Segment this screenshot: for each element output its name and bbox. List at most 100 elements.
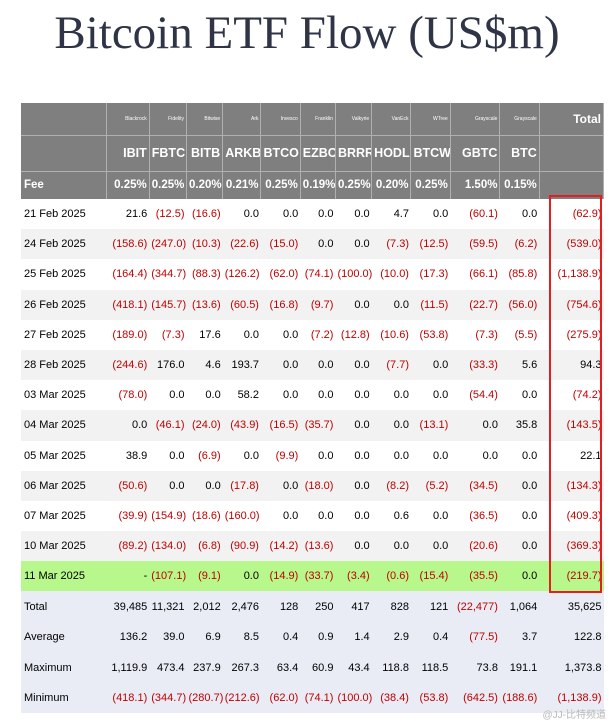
fee-value: 0.25%: [106, 170, 150, 199]
flow-value: (24.0): [186, 410, 223, 441]
flow-value: 0.0: [521, 449, 538, 462]
row-total: (62.9): [572, 208, 602, 221]
summary-value: 417: [335, 591, 372, 622]
issuer-name: Bitwise: [186, 103, 224, 135]
flow-value: (85.8): [508, 268, 538, 281]
flow-value: (22.7): [450, 289, 500, 320]
flow-value: (35.7): [300, 410, 336, 441]
flow-value: (33.3): [450, 349, 500, 381]
row-total: (275.9): [566, 328, 602, 341]
summary-value: 473.4: [149, 652, 187, 683]
summary-value: 118.5: [410, 652, 451, 683]
row-total: (539.0): [539, 229, 604, 260]
summary-value: 2,476: [222, 591, 261, 622]
issuer-name: Blackrock: [106, 103, 150, 135]
issuer-name: Ark: [222, 103, 262, 135]
ticker-symbol: FBTC: [149, 134, 188, 171]
flow-value: (12.8): [340, 328, 370, 341]
row-date: 24 Feb 2025: [21, 229, 107, 260]
flow-value: 0.0: [300, 229, 336, 260]
flow-value: 0.0: [450, 410, 500, 441]
table-row: 06 Mar 2025 (50.6) 0.0 0.0 (17.8) 0.0 (18.0) 0.…: [21, 470, 604, 501]
flow-value: (126.2): [224, 268, 260, 281]
flow-value: (46.1): [149, 410, 187, 441]
flow-value: 0.0: [260, 349, 301, 381]
flow-value: (14.9): [260, 561, 301, 592]
flow-value: (189.0): [112, 328, 148, 341]
row-total: (134.3): [539, 470, 604, 501]
flow-value: (9.1): [186, 561, 223, 592]
summary-value: 1,064: [499, 591, 540, 622]
flow-value: 0.0: [371, 531, 411, 562]
flow-value: (134.0): [149, 531, 187, 562]
flow-value: (12.5): [410, 229, 451, 260]
flow-value: 0.0: [410, 531, 451, 562]
flow-value: 0.0: [433, 449, 449, 462]
summary-total: 1,373.8: [539, 652, 604, 683]
table-row: 10 Mar 2025 (89.2) (134.0) (6.8) (90.9) (14.2…: [21, 531, 604, 562]
flow-value: (43.9): [222, 410, 261, 441]
etf-flow-table: Blackrock Fidelity Bitwise Ark Invesco Frankl…: [21, 103, 605, 714]
flow-value: 17.6: [199, 328, 221, 341]
summary-value: 39.0: [149, 621, 187, 653]
row-total: (1,138.9): [557, 268, 602, 281]
ticker-symbol: BTC: [499, 134, 540, 171]
flow-value: (5.2): [410, 470, 451, 501]
flow-value: (17.3): [419, 268, 449, 281]
row-date: 10 Mar 2025: [21, 531, 107, 562]
flow-value: (90.9): [222, 531, 261, 562]
flow-value: (9.7): [300, 289, 336, 320]
flow-value: (8.2): [371, 470, 411, 501]
summary-row: Total 39,485 11,321 2,012 2,476 128 250 417 828 1…: [21, 591, 604, 622]
flow-value: (16.6): [191, 208, 221, 221]
flow-value: 0.0: [433, 509, 449, 522]
flow-value: 4.7: [393, 208, 409, 221]
row-date: 04 Mar 2025: [21, 410, 107, 441]
flow-value: 0.0: [521, 509, 538, 522]
row-total: (219.7): [539, 561, 604, 592]
flow-value: 58.2: [237, 389, 259, 402]
table-row: 26 Feb 2025 (418.1) (145.7) (13.6) (60.5) (16…: [21, 289, 604, 320]
flow-value: 0.0: [499, 531, 540, 562]
flow-value: 0.0: [335, 349, 372, 381]
issuer-name: Fidelity: [149, 103, 188, 135]
flow-value: (78.0): [118, 389, 148, 402]
fee-value: 0.25%: [260, 170, 301, 199]
flow-value: (7.7): [371, 349, 411, 381]
flow-value: (60.5): [222, 289, 261, 320]
flow-value: 0.0: [521, 208, 538, 221]
flow-value: 0.0: [243, 449, 259, 462]
flow-value: (344.7): [151, 268, 187, 281]
flow-value: (10.6): [380, 328, 409, 341]
summary-value: 121: [410, 591, 451, 622]
flow-value: 0.0: [433, 208, 449, 221]
summary-value: 237.9: [186, 652, 223, 683]
flow-value: 0.0: [318, 208, 334, 221]
table-row: 03 Mar 2025 (78.0) 0.0 0.0 58.2 0.0 0.0 0.0 0.0 0…: [21, 380, 604, 410]
flow-value: 38.9: [125, 449, 148, 462]
issuer-name: Grayscale: [450, 103, 501, 135]
flow-value: (17.8): [222, 470, 261, 501]
flow-value: (3.4): [335, 561, 372, 592]
flow-value: 0.0: [283, 389, 299, 402]
table-row: 27 Feb 2025 (189.0) (7.3) 17.6 0.0 0.0 (7.2) (1…: [21, 320, 604, 350]
flow-value: (56.0): [499, 289, 540, 320]
table-row: 11 Mar 2025- (107.1) (9.1) 0.0 (14.9) (33.7)(…: [21, 561, 604, 592]
summary-value: (188.6): [499, 682, 540, 714]
flow-value: 0.0: [335, 229, 372, 260]
flow-value: 0.0: [393, 449, 409, 462]
flow-value: 21.6: [125, 208, 148, 221]
flow-value: (16.8): [260, 289, 301, 320]
fee-value: 0.25%: [149, 170, 188, 199]
flow-value: 0.0: [482, 449, 498, 462]
fee-value: 0.25%: [335, 170, 373, 199]
flow-value: (16.5): [260, 410, 301, 441]
flow-value: 193.7: [222, 349, 261, 381]
table-row: 28 Feb 2025 (244.6) 176.0 4.6 193.7 0.0 0.0 0.0…: [21, 349, 604, 381]
row-date: 05 Mar 2025: [24, 449, 86, 462]
flow-value: 4.6: [186, 349, 223, 381]
summary-value: (642.5): [450, 682, 500, 714]
flow-value: (247.0): [149, 229, 187, 260]
total-header-blank: [539, 134, 605, 171]
row-total: (409.3): [566, 509, 602, 522]
